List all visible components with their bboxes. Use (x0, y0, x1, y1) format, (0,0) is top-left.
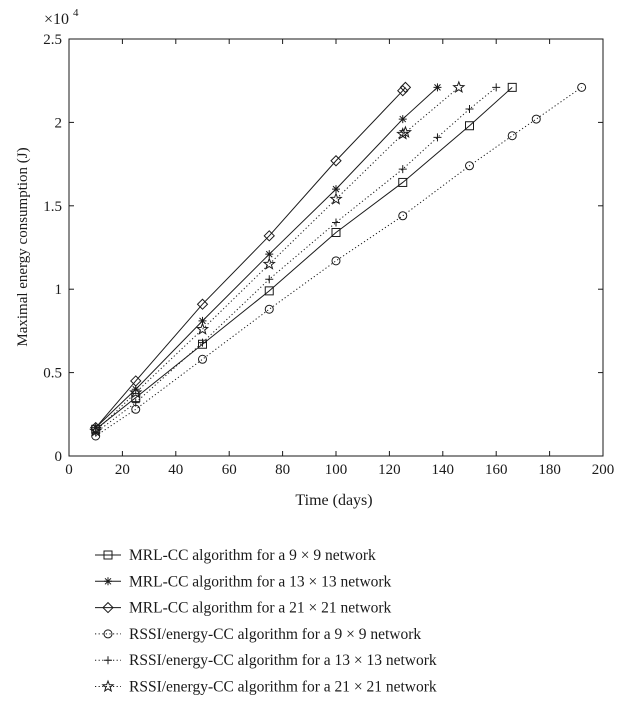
y-tick-label: 1 (55, 282, 63, 298)
series-1-point (331, 227, 341, 237)
series-line-3 (95, 87, 406, 428)
series-line-1 (95, 86, 513, 430)
series-5-point (198, 338, 207, 347)
series-6-point (398, 125, 413, 139)
x-tick-label: 120 (378, 462, 401, 478)
series-5-point (433, 133, 442, 142)
series-2-point (433, 83, 442, 92)
series-3-point (399, 81, 412, 94)
x-tick-label: 180 (538, 462, 561, 478)
series-2-point (91, 423, 100, 432)
series-2-point (398, 115, 407, 124)
series-2-point (265, 250, 274, 259)
series-5-point (265, 275, 274, 284)
series-4-point (465, 161, 474, 171)
y-scale-base: ×10 (44, 11, 69, 28)
legend-label-5: RSSI/energy-CC algorithm for a 13 × 13 n… (129, 652, 437, 669)
x-tick-label: 200 (592, 462, 615, 478)
series-2-point (332, 185, 340, 194)
series-3-point (263, 230, 275, 242)
series-line-5 (95, 86, 497, 434)
y-tick-label: 2 (55, 115, 63, 131)
x-tick-label: 20 (115, 462, 130, 478)
legend-label-4: RSSI/energy-CC algorithm for a 9 × 9 net… (129, 626, 421, 643)
series-4-point (398, 211, 408, 221)
series-6-point (195, 322, 210, 335)
x-axis-label: Time (days) (295, 492, 372, 509)
series-6-point (452, 80, 466, 93)
x-tick-label: 80 (275, 462, 290, 478)
y-scale-multiplier: ×10 4 (44, 7, 79, 28)
series-5-point (398, 165, 407, 174)
series-line-6 (95, 86, 460, 432)
legend-marker-2 (104, 577, 112, 586)
series-line-4 (95, 86, 582, 437)
series-6-point (129, 385, 143, 399)
y-scale-exponent: 4 (73, 7, 79, 19)
legend-marker-5 (104, 656, 112, 665)
legend-marker-3 (102, 601, 114, 614)
series-3-point (397, 85, 409, 97)
legend-marker-4 (103, 629, 113, 639)
series-1-point (507, 82, 517, 92)
series-4-point (531, 114, 541, 124)
legend-label-6: RSSI/energy-CC algorithm for a 21 × 21 n… (129, 679, 437, 696)
legend-marker-6 (101, 679, 115, 693)
y-tick-label: 2.5 (43, 32, 62, 48)
y-tick-label: 1.5 (43, 199, 62, 215)
series-5-point (332, 218, 340, 227)
x-tick-label: 40 (168, 462, 183, 478)
series-5-point (131, 398, 140, 407)
x-tick-label: 100 (325, 462, 348, 478)
legend-label-3: MRL-CC algorithm for a 21 × 21 network (129, 600, 392, 617)
series-4-point (507, 131, 517, 141)
series-3-point (196, 298, 209, 310)
series-6-point (329, 192, 343, 205)
x-tick-label: 60 (222, 462, 237, 478)
x-tick-label: 0 (65, 462, 73, 478)
series-4-point (264, 304, 274, 314)
series-5-point (465, 105, 474, 114)
series-1-point (398, 177, 408, 187)
series-6-point (89, 424, 103, 437)
legend-label-1: MRL-CC algorithm for a 9 × 9 network (129, 547, 376, 564)
series-6-point (262, 257, 276, 270)
series-line-2 (95, 87, 438, 429)
series-4-point (577, 82, 587, 92)
series-4-point (331, 256, 341, 266)
series-4-point (198, 354, 207, 364)
legend-label-2: MRL-CC algorithm for a 13 × 13 network (129, 573, 392, 590)
y-tick-label: 0 (55, 449, 63, 465)
series-1-point (465, 121, 474, 131)
plot-frame (68, 38, 604, 457)
series-2-point (131, 385, 140, 394)
legend-marker-1 (103, 550, 113, 560)
series-1-point (264, 286, 274, 296)
x-tick-label: 140 (432, 462, 455, 478)
series-3-point (330, 155, 342, 167)
x-tick-label: 160 (485, 462, 508, 478)
y-axis-label: Maximal energy consumption (J) (15, 147, 31, 346)
series-2-point (198, 316, 207, 325)
series-5-point (492, 83, 501, 92)
y-tick-label: 0.5 (43, 366, 62, 382)
